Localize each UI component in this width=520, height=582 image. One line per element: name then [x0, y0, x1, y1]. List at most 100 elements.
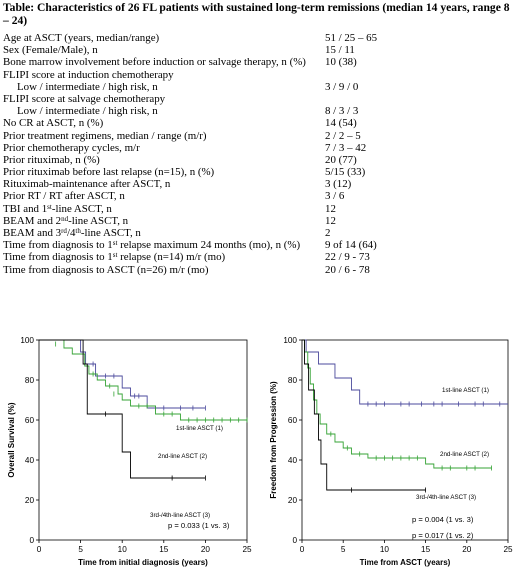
y-axis-label: Overall Survival (%) — [7, 402, 16, 477]
p-value-annotation: p = 0.033 (1 vs. 3) — [168, 521, 230, 530]
y-tick-label: 100 — [283, 336, 297, 345]
row-label: TBI and 1st-line ASCT, n — [3, 202, 112, 215]
km-plot: 0 5 10 15 20 25 0 20 40 60 80 100 Time from initial … — [7, 336, 252, 567]
row-label: FLIPI score at induction chemotherapy — [3, 68, 174, 81]
row-value: 9 of 14 (64) — [325, 239, 377, 252]
x-tick-label: 20 — [462, 545, 472, 554]
y-tick-label: 20 — [25, 496, 35, 505]
row-label: Rituximab-maintenance after ASCT, n — [3, 178, 171, 191]
table-row: Time from diagnosis to ASCT (n=26) m/r (… — [3, 264, 517, 276]
y-tick-label: 100 — [20, 336, 34, 345]
characteristics-table: Age at ASCT (years, median/range) 51 / 25… — [3, 32, 517, 276]
row-label: Prior chemotherapy cycles, m/r — [3, 141, 140, 154]
x-tick-label: 10 — [118, 545, 128, 554]
row-label: Low / intermediate / high risk, n — [17, 105, 158, 118]
row-label: Low / intermediate / high risk, n — [17, 80, 158, 93]
x-tick-label: 5 — [341, 545, 346, 554]
x-tick-label: 0 — [37, 545, 42, 554]
table-row: Prior chemotherapy cycles, m/r 7 / 3 – 42 — [3, 142, 517, 154]
table-row: TBI and 1st-line ASCT, n 12 — [3, 203, 517, 215]
plot-frame — [38, 339, 248, 541]
row-value: 5/15 (33) — [325, 166, 366, 179]
y-tick-label: 80 — [25, 376, 35, 385]
y-tick-label: 0 — [29, 536, 34, 545]
table-row: Prior rituximab, n (%) 20 (77) — [3, 154, 517, 166]
table-row: Time from diagnosis to 1st relapse maxim… — [3, 239, 517, 251]
x-tick-label: 15 — [421, 545, 431, 554]
survival-curve-1 — [302, 339, 508, 405]
table-row: BEAM and 2nd-line ASCT, n 12 — [3, 215, 517, 227]
row-value: 3 / 9 / 0 — [325, 80, 359, 93]
table-row: FLIPI score at salvage chemotherapy — [3, 93, 517, 105]
row-value: 8 / 3 / 3 — [325, 105, 359, 118]
row-label: Prior rituximab before last relapse (n=1… — [3, 166, 215, 179]
x-tick-label: 20 — [201, 545, 211, 554]
series-label: 3rd-/4th-line ASCT (3) — [150, 512, 210, 519]
table-row: FLIPI score at induction chemotherapy — [3, 69, 517, 81]
series-label: 1st-line ASCT (1) — [176, 425, 223, 432]
survival-curve-3 — [302, 339, 426, 491]
table-row: Age at ASCT (years, median/range) 51 / 25… — [3, 32, 517, 44]
row-label: Bone marrow involvement before induction… — [3, 56, 306, 69]
row-label: Time from diagnosis to 1st relapse maxim… — [3, 239, 301, 252]
series-label: 2nd-line ASCT (2) — [440, 451, 489, 458]
y-tick-label: 60 — [288, 416, 298, 425]
row-value: 10 (38) — [325, 56, 357, 69]
y-tick-label: 0 — [292, 536, 297, 545]
row-value: 3 / 6 — [325, 190, 345, 203]
x-tick-label: 15 — [159, 545, 169, 554]
row-label: Time from diagnosis to ASCT (n=26) m/r (… — [3, 263, 209, 276]
x-axis-label: Time from ASCT (years) — [360, 558, 451, 567]
row-label: Prior treatment regimens, median / range… — [3, 129, 207, 142]
row-value: 15 / 11 — [325, 44, 355, 57]
table-row: Low / intermediate / high risk, n 8 / 3 /… — [3, 105, 517, 117]
p-value-annotation: p = 0.017 (1 vs. 2) — [412, 531, 474, 540]
row-label: BEAM and 2nd-line ASCT, n — [3, 214, 129, 227]
table-row: Low / intermediate / high risk, n 3 / 9 /… — [3, 81, 517, 93]
row-value: 3 (12) — [325, 178, 352, 191]
row-value: 12 — [325, 202, 336, 215]
y-tick-label: 40 — [288, 456, 298, 465]
survival-curve-3 — [39, 339, 206, 479]
row-label: No CR at ASCT, n (%) — [3, 117, 104, 130]
row-label: Sex (Female/Male), n — [3, 44, 98, 57]
row-value: 12 — [325, 214, 336, 227]
table-row: Sex (Female/Male), n 15 / 11 — [3, 44, 517, 56]
freedom-from-progression-chart: 0 5 10 15 20 25 0 20 40 60 80 100 Time from ASCT (ye… — [262, 310, 520, 582]
plot-frame — [301, 339, 509, 541]
table-row: Prior treatment regimens, median / range… — [3, 130, 517, 142]
table-title: Table: Characteristics of 26 FL patients… — [3, 1, 510, 27]
row-label: Time from diagnosis to 1st relapse (n=14… — [3, 251, 226, 264]
x-tick-label: 10 — [380, 545, 390, 554]
y-tick-label: 40 — [25, 456, 35, 465]
survival-curve-1 — [39, 339, 206, 409]
row-label: Age at ASCT (years, median/range) — [3, 32, 160, 44]
table-row: Rituximab-maintenance after ASCT, n 3 (12… — [3, 178, 517, 190]
row-label: Prior RT / RT after ASCT, n — [3, 190, 125, 203]
table-row: Prior rituximab before last relapse (n=1… — [3, 166, 517, 178]
survival-curve-2 — [39, 339, 247, 421]
y-tick-label: 60 — [25, 416, 35, 425]
x-tick-label: 25 — [242, 545, 252, 554]
table-row: Bone marrow involvement before induction… — [3, 56, 517, 68]
series-label: 2nd-line ASCT (2) — [158, 453, 207, 460]
row-value: 20 / 6 - 78 — [325, 263, 370, 276]
row-label: BEAM and 3rd/4th-line ASCT, n — [3, 227, 141, 239]
x-axis-label: Time from initial diagnosis (years) — [78, 558, 208, 567]
y-axis-label: Freedom from Progression (%) — [269, 381, 278, 499]
table-row: Time from diagnosis to 1st relapse (n=14… — [3, 251, 517, 263]
row-value: 2 — [325, 227, 331, 239]
y-tick-label: 80 — [288, 376, 298, 385]
row-value: 14 (54) — [325, 117, 357, 130]
series-label: 1st-line ASCT (1) — [442, 387, 489, 394]
table-row: BEAM and 3rd/4th-line ASCT, n 2 — [3, 227, 517, 239]
row-value: 22 / 9 - 73 — [325, 251, 370, 264]
y-tick-label: 20 — [288, 496, 298, 505]
row-value: 20 (77) — [325, 153, 357, 166]
row-label: Prior rituximab, n (%) — [3, 153, 100, 166]
row-value: 51 / 25 – 65 — [325, 32, 378, 44]
km-plot: 0 5 10 15 20 25 0 20 40 60 80 100 Time from ASCT (ye… — [269, 336, 513, 567]
x-tick-label: 0 — [300, 545, 305, 554]
row-value: 7 / 3 – 42 — [325, 141, 367, 154]
